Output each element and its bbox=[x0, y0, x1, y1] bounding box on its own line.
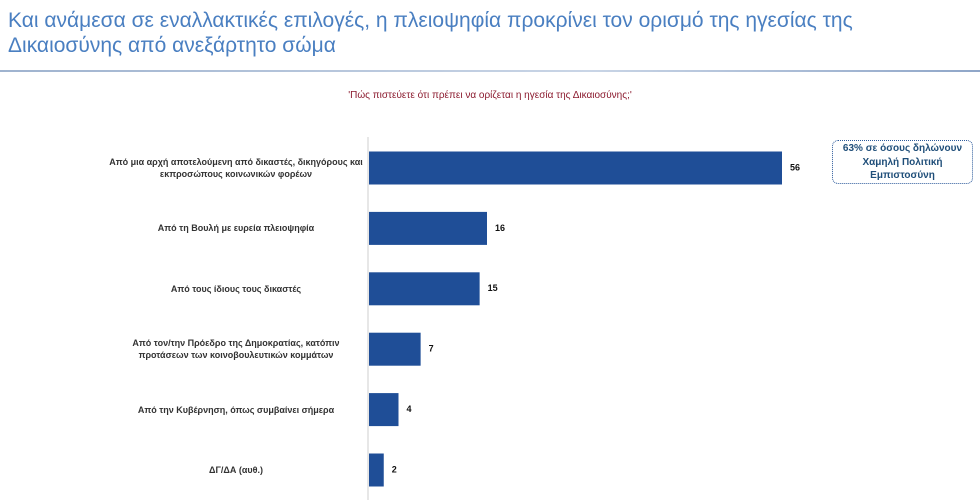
value-label: 16 bbox=[495, 223, 505, 233]
chart-title: Και ανάμεσα σε εναλλακτικές επιλογές, η … bbox=[8, 9, 853, 57]
bar bbox=[369, 151, 782, 185]
bar bbox=[369, 453, 384, 487]
title-rule bbox=[0, 70, 980, 72]
category-label: ΔΓ/ΔΑ (αυθ.) bbox=[209, 465, 263, 475]
value-label: 2 bbox=[392, 464, 397, 474]
value-label: 4 bbox=[407, 404, 412, 414]
category-label: Από τον/την Πρόεδρο της Δημοκρατίας, κατ… bbox=[132, 338, 340, 361]
bar bbox=[369, 332, 421, 366]
value-label: 56 bbox=[790, 162, 800, 172]
value-label: 15 bbox=[488, 283, 498, 293]
bar bbox=[369, 211, 487, 245]
chart-subtitle: 'Πώς πιστεύετε ότι πρέπει να ορίζεται η … bbox=[348, 90, 632, 101]
category-label: Από την Κυβέρνηση, όπως συμβαίνει σήμερα bbox=[137, 404, 335, 415]
category-label: Από τη Βουλή με ευρεία πλειοψηφία bbox=[157, 223, 315, 234]
annotation: 63% σε όσους δηλώνουν Χαμηλή Πολιτική Εμ… bbox=[832, 140, 973, 184]
bar bbox=[369, 272, 480, 306]
category-label: Από μια αρχή αποτελούμενη από δικαστές, … bbox=[109, 157, 363, 179]
value-label: 7 bbox=[429, 344, 434, 354]
bar bbox=[369, 393, 399, 427]
category-label: Από τους ίδιους τους δικαστές bbox=[170, 283, 302, 294]
